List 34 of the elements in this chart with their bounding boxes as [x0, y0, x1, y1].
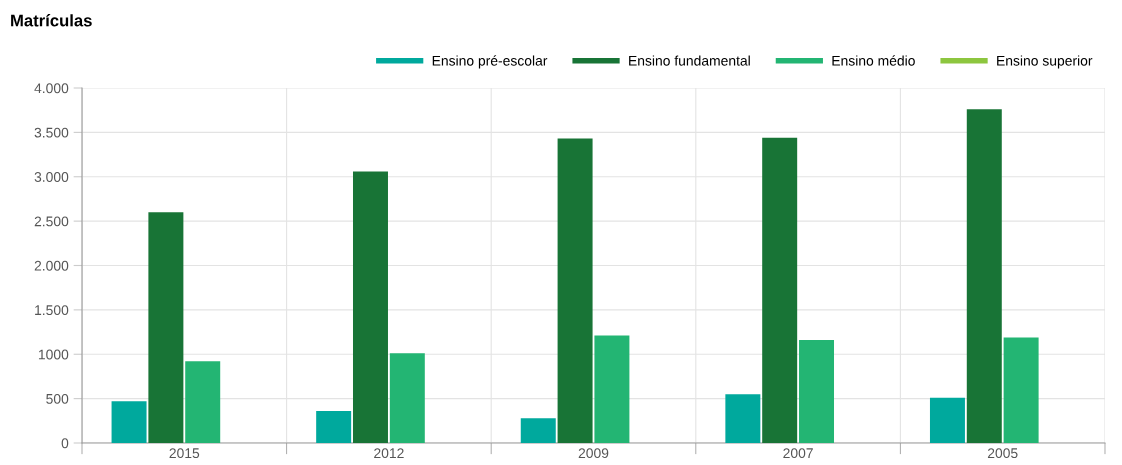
x-tick-label: 2007	[783, 448, 813, 459]
bar	[1003, 337, 1039, 443]
bar	[799, 340, 835, 443]
legend-label: Ensino médio	[832, 55, 915, 66]
bar	[148, 212, 184, 443]
y-tick-label: 1000	[38, 349, 69, 360]
x-tick-label: 2009	[578, 448, 609, 459]
legend-label: Ensino pré-escolar	[432, 55, 548, 69]
y-tick-label: 0	[61, 438, 69, 449]
y-tick-label: 2.500	[34, 216, 69, 227]
y-tick-label: 1.500	[35, 305, 69, 316]
y-tick-label: 2.000	[34, 260, 69, 271]
y-tick-label: 4.000	[34, 83, 69, 94]
x-tick-label: 2012	[374, 448, 404, 459]
bar	[762, 137, 798, 443]
bar	[966, 109, 1002, 443]
x-tick-label: 2015	[169, 448, 200, 459]
bar	[316, 411, 352, 443]
bar	[557, 138, 593, 443]
bar	[520, 418, 556, 443]
legend-label: Ensino superior	[997, 55, 1093, 69]
bar	[389, 353, 425, 443]
bar	[929, 397, 965, 443]
bar	[111, 401, 147, 443]
y-tick-label: 3.000	[34, 172, 69, 182]
bar	[594, 335, 630, 443]
legend-label: Ensino fundamental	[629, 55, 750, 66]
y-tick-label: 500	[46, 393, 69, 404]
y-tick-label: 3.500	[34, 127, 69, 138]
bar	[352, 171, 388, 443]
x-tick-label: 2005	[987, 448, 1018, 459]
bar	[725, 394, 761, 443]
bar	[185, 361, 221, 443]
chart-title: Matrículas	[11, 14, 92, 27]
